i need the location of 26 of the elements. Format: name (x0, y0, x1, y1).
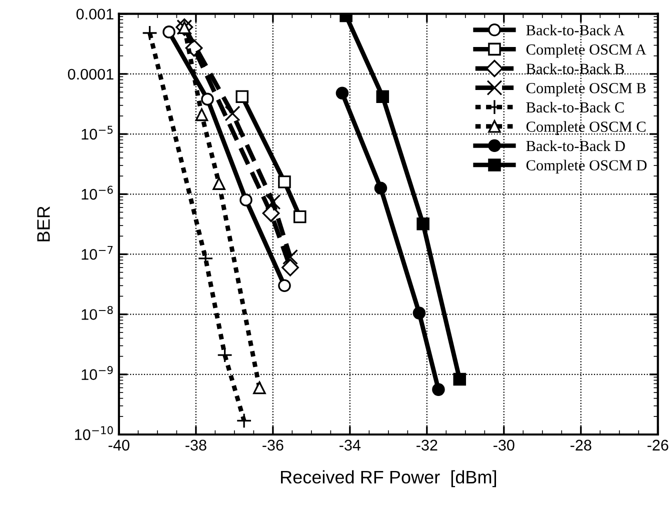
legend-label: Complete OSCM A (526, 44, 646, 58)
y-tick-label: 0.001 (76, 8, 114, 20)
y-tick-label: 0.0001 (68, 68, 114, 80)
x-tick-label: -34 (340, 440, 361, 451)
y-tick-label: 10$^{−10}$ (75, 426, 113, 440)
legend-label: Complete OSCM D (526, 160, 647, 174)
y-axis-title: BER (37, 206, 50, 242)
legend-label: Back-to-Back C (526, 102, 624, 113)
x-axis-title: Received RF Power [dBm] (281, 470, 496, 488)
y-tick-label: 10$^{−5}$ (82, 126, 113, 140)
x-tick-label: -26 (648, 440, 668, 451)
y-tick-label: 10$^{−7}$ (82, 246, 113, 260)
x-tick-label: -32 (416, 440, 438, 451)
y-tick-label: 10$^{−8}$ (82, 306, 113, 320)
x-tick-label: -40 (108, 440, 130, 451)
legend-label: Back-to-Back A (526, 24, 625, 36)
legend-label: Complete OSCM B (526, 82, 646, 96)
y-tick-label: 10$^{−9}$ (82, 366, 113, 380)
x-tick-label: -36 (262, 440, 284, 451)
x-tick-label: -30 (494, 440, 514, 451)
legend-label: Back-to-Back B (526, 63, 624, 74)
x-tick-label: -38 (186, 440, 206, 451)
x-tick-label: -28 (570, 440, 592, 451)
y-tick-label: 10$^{−6}$ (82, 186, 113, 200)
legend-label: Complete OSCM C (526, 121, 646, 135)
legend-label: Back-to-Back D (526, 140, 625, 152)
